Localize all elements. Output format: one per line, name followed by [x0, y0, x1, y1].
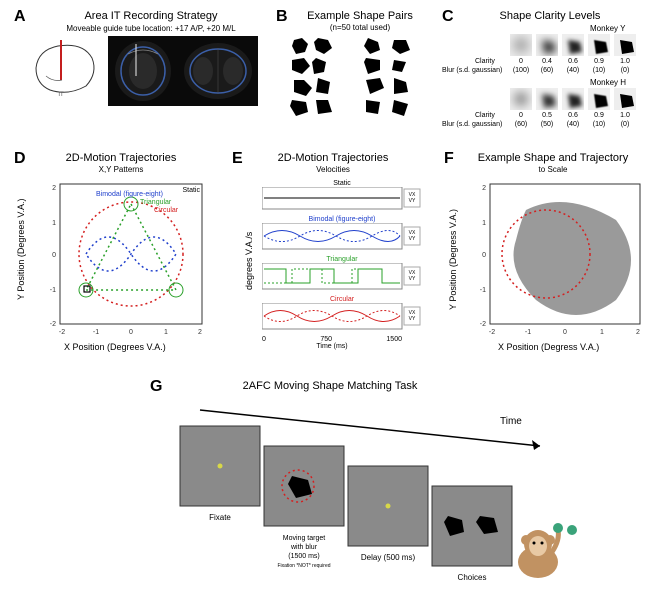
panel-d-ylabel: Y Position (Degrees V.A.) [16, 198, 26, 300]
svg-text:Time: Time [500, 416, 522, 427]
svg-text:2: 2 [198, 329, 202, 336]
svg-text:2: 2 [482, 185, 486, 192]
svg-text:-1: -1 [50, 287, 56, 294]
svg-text:-1: -1 [525, 329, 531, 336]
panel-e-label: E [232, 150, 243, 168]
blur-vals-h: (60) (50) (40) (10) (0) [510, 121, 636, 128]
svg-text:Triangular: Triangular [140, 199, 172, 206]
panel-a-label: A [14, 8, 26, 26]
panel-e-charts: Static VXVY Bimodal (figure-eight) VXVY … [262, 180, 422, 350]
svg-text:-2: -2 [50, 321, 56, 328]
panel-b-shapes [290, 36, 434, 120]
svg-text:Delay (500 ms): Delay (500 ms) [361, 553, 416, 562]
clarity-label-h: Clarity [475, 112, 495, 119]
blur-vals-y: (100) (60) (40) (10) (0) [510, 67, 636, 74]
panel-a-title: Area IT Recording Strategy [46, 10, 256, 22]
panel-a-mri [108, 36, 258, 106]
panel-e-title: 2D-Motion Trajectories [248, 152, 418, 164]
svg-text:IT: IT [58, 92, 64, 98]
panel-a-subtitle: Moveable guide tube location: +17 A/P, +… [46, 24, 256, 33]
svg-text:Static: Static [182, 187, 200, 194]
panel-b-label: B [276, 8, 288, 26]
svg-text:Bimodal (figure-eight): Bimodal (figure-eight) [96, 191, 163, 198]
panel-d-label: D [14, 150, 26, 168]
svg-text:-2: -2 [480, 321, 486, 328]
panel-c-monkeyY: Monkey Y [590, 24, 625, 33]
svg-text:0: 0 [563, 329, 567, 336]
panel-c-rowY [510, 34, 636, 56]
panel-g-label: G [150, 378, 162, 396]
svg-text:VY: VY [409, 198, 416, 204]
panel-e-subtitle: Velocities [248, 165, 418, 174]
svg-text:(1500 ms): (1500 ms) [288, 553, 320, 560]
svg-text:VY: VY [409, 276, 416, 282]
clarity-vals-h: 0 0.5 0.6 0.9 1.0 [510, 112, 636, 119]
svg-text:1: 1 [164, 329, 168, 336]
svg-text:Circular: Circular [154, 207, 179, 214]
panel-c-label: C [442, 8, 454, 26]
svg-text:1: 1 [52, 220, 56, 227]
svg-text:VY: VY [409, 316, 416, 322]
panel-c-monkeyH: Monkey H [590, 78, 626, 87]
panel-d-xlabel: X Position (Degrees V.A.) [64, 342, 166, 352]
panel-b-subtitle: (n=50 total used) [290, 23, 430, 32]
panel-f-subtitle: to Scale [458, 165, 648, 174]
svg-text:VY: VY [409, 236, 416, 242]
blur-label-h: Blur (s.d. gaussian) [442, 121, 502, 128]
svg-text:-1: -1 [480, 287, 486, 294]
panel-f-label: F [444, 150, 454, 168]
clarity-vals-y: 0 0.4 0.6 0.9 1.0 [510, 58, 636, 65]
svg-text:Fixation *NOT* required: Fixation *NOT* required [277, 563, 330, 569]
svg-text:2: 2 [52, 185, 56, 192]
svg-text:1: 1 [482, 220, 486, 227]
panel-c-rowH [510, 88, 636, 110]
panel-b-title: Example Shape Pairs [290, 10, 430, 22]
svg-text:0: 0 [52, 252, 56, 259]
panel-f-ylabel: Y Position (Degress V.A.) [448, 209, 458, 310]
blur-label-y: Blur (s.d. gaussian) [442, 67, 502, 74]
panel-f-xlabel: X Position (Degress V.A.) [498, 342, 599, 352]
svg-text:-2: -2 [489, 329, 495, 336]
panel-d-subtitle: X,Y Patterns [36, 165, 206, 174]
panel-e-ylabel: degrees V.A./s [244, 232, 254, 290]
panel-d-chart: 2 1 0 -1 -2 -2 -1 0 1 2 Static Bimodal (… [36, 180, 206, 340]
clarity-label-y: Clarity [475, 58, 495, 65]
svg-text:Choices: Choices [458, 573, 487, 582]
svg-text:0: 0 [129, 329, 133, 336]
panel-a-brain-sagittal: IT [28, 38, 100, 100]
panel-f-chart: 2 1 0 -1 -2 -2 -1 0 1 2 [466, 180, 646, 340]
svg-text:0: 0 [482, 252, 486, 259]
svg-text:with blur: with blur [290, 544, 318, 551]
svg-text:-2: -2 [59, 329, 65, 336]
svg-text:2: 2 [636, 329, 640, 336]
panel-f-title: Example Shape and Trajectory [458, 152, 648, 164]
panel-g-title: 2AFC Moving Shape Matching Task [170, 380, 490, 392]
svg-text:1: 1 [600, 329, 604, 336]
svg-text:Fixate: Fixate [209, 513, 231, 522]
svg-text:-1: -1 [93, 329, 99, 336]
panel-c-title: Shape Clarity Levels [470, 10, 630, 22]
panel-d-title: 2D-Motion Trajectories [36, 152, 206, 164]
panel-g-diagram: Time Fixate Moving target with blur (150… [160, 396, 580, 596]
svg-text:Moving target: Moving target [283, 535, 325, 542]
